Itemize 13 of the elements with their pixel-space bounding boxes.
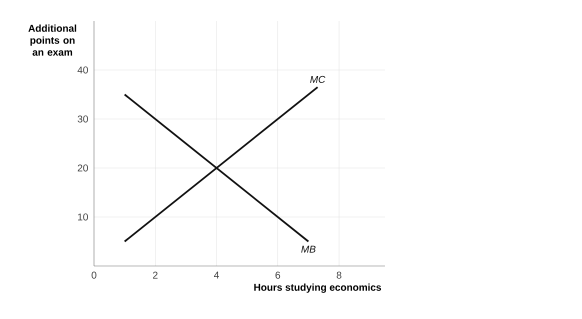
- x-tick-label: 2: [152, 272, 158, 279]
- x-axis-title: Hours studying economics: [254, 284, 382, 293]
- x-tick-label: 4: [214, 272, 219, 278]
- y-tick-label: 40: [78, 66, 88, 74]
- series-label: MC: [310, 76, 326, 83]
- x-tick-label: 6: [276, 272, 280, 279]
- x-tick-label: 0: [92, 272, 96, 279]
- y-tick-label: 30: [78, 115, 88, 123]
- x-tick-label: 8: [336, 272, 342, 279]
- y-axis-title: Additional points on an exam: [28, 24, 76, 56]
- y-tick-label: 10: [78, 213, 88, 221]
- series-label: MB: [301, 246, 316, 253]
- y-tick-label: 20: [78, 164, 88, 172]
